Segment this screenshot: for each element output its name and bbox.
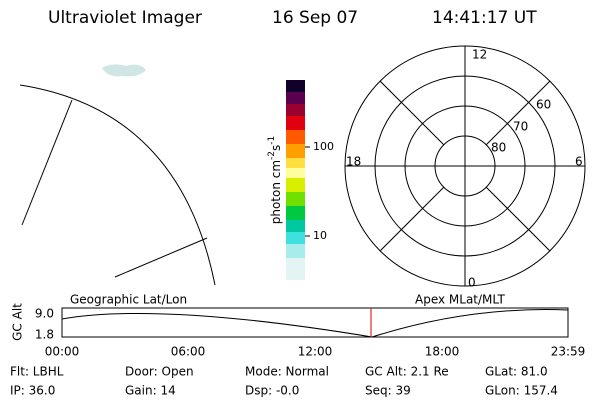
mlt-label: 0 xyxy=(468,276,476,290)
label-exp: -1 xyxy=(267,136,277,145)
color-cell xyxy=(286,244,305,258)
colorbar-tick: 100 xyxy=(313,140,334,153)
status-field: Mode: Normal xyxy=(245,365,329,379)
status-field: Seq: 39 xyxy=(365,384,411,398)
x-tick: 18:00 xyxy=(425,345,460,359)
x-tick: 00:00 xyxy=(45,345,80,359)
panel-label: Geographic Lat/Lon xyxy=(70,293,187,307)
status-field: Dsp: -0.0 xyxy=(245,384,299,398)
spoke xyxy=(485,186,551,252)
mlt-label: 6 xyxy=(575,155,583,169)
image-patch xyxy=(102,64,146,77)
status-field: IP: 36.0 xyxy=(10,384,55,398)
date: 16 Sep 07 xyxy=(272,8,358,28)
lat-label: 70 xyxy=(513,120,528,134)
grid-line xyxy=(114,237,208,278)
mlt-label: 18 xyxy=(346,155,361,169)
altitude-box xyxy=(61,307,569,338)
color-cell xyxy=(286,178,305,192)
color-cell xyxy=(286,116,305,130)
status-field: Flt: LBHL xyxy=(10,365,64,379)
spoke xyxy=(379,186,445,252)
color-cell xyxy=(286,168,305,178)
x-tick: 06:00 xyxy=(171,345,206,359)
color-cell xyxy=(286,144,305,158)
status-field: Door: Open xyxy=(125,365,194,379)
colorbar-tick: 10 xyxy=(313,229,327,242)
title: Ultraviolet Imager xyxy=(48,8,202,28)
lat-label: 60 xyxy=(536,98,551,112)
color-cell xyxy=(286,232,305,244)
grid-line xyxy=(21,99,73,226)
status-field: Gain: 14 xyxy=(125,384,176,398)
time: 14:41:17 UT xyxy=(432,8,537,28)
status-field: GLon: 157.4 xyxy=(485,384,558,398)
color-cell xyxy=(286,258,305,280)
label-part: photon cm xyxy=(269,160,283,224)
status-field: GLat: 81.0 xyxy=(485,365,548,379)
color-cell xyxy=(286,192,305,206)
x-tick: 23:59 xyxy=(551,345,586,359)
status-field: GC Alt: 2.1 Re xyxy=(365,365,449,379)
y-tick: 1.8 xyxy=(35,328,54,342)
altitude-curve xyxy=(61,309,569,338)
spoke xyxy=(485,80,551,146)
lat-label: 80 xyxy=(491,141,506,155)
limb-arc xyxy=(19,84,216,286)
y-tick: 9.0 xyxy=(35,307,54,321)
polar-plot xyxy=(344,45,586,287)
color-cell xyxy=(286,220,305,232)
label-part: s xyxy=(269,145,283,151)
color-cell xyxy=(286,206,305,220)
color-cell xyxy=(286,104,305,116)
color-cell xyxy=(286,130,305,144)
colorbar xyxy=(286,80,310,280)
spoke xyxy=(379,80,445,146)
color-cell xyxy=(286,158,305,168)
colorbar-label: photon cm-2s-1 xyxy=(267,136,283,225)
mlt-label: 12 xyxy=(472,48,487,62)
color-cell xyxy=(286,80,305,92)
y-label: GC Alt xyxy=(11,303,25,341)
x-tick: 12:00 xyxy=(298,345,333,359)
panel-label: Apex MLat/MLT xyxy=(415,293,505,307)
color-cell xyxy=(286,92,305,104)
label-exp: -2 xyxy=(267,151,277,160)
